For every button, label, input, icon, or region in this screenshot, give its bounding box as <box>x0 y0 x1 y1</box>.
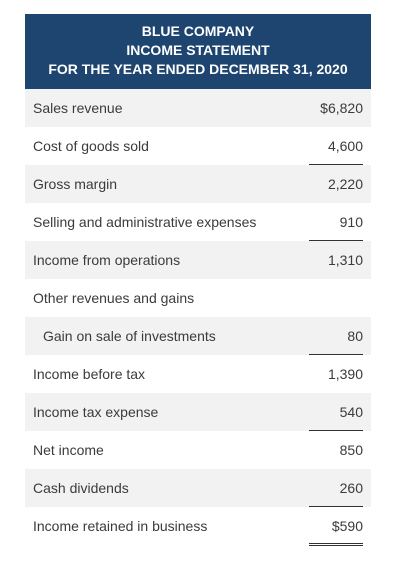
row-sales-revenue: Sales revenue $6,820 <box>25 89 371 127</box>
row-amount: 2,220 <box>327 176 363 192</box>
row-label: Net income <box>33 442 104 458</box>
row-label: Cost of goods sold <box>33 138 149 154</box>
statement-title: INCOME STATEMENT <box>126 42 270 58</box>
row-cost-of-goods-sold: Cost of goods sold 4,600 <box>25 127 371 165</box>
row-amount: 1,310 <box>327 252 363 268</box>
row-income-retained-in-business: Income retained in business $590 <box>25 507 371 546</box>
row-label: Income retained in business <box>33 518 208 534</box>
row-amount: 4,600 <box>327 138 363 154</box>
company-name: BLUE COMPANY <box>141 23 255 39</box>
row-label: Cash dividends <box>33 480 129 496</box>
row-label: Other revenues and gains <box>33 290 195 306</box>
row-amount: 850 <box>339 442 363 458</box>
row-income-from-operations: Income from operations 1,310 <box>25 241 371 279</box>
row-label: Income before tax <box>33 366 146 382</box>
row-net-income: Net income 850 <box>25 431 371 469</box>
row-amount: 1,390 <box>327 366 363 382</box>
row-income-before-tax: Income before tax 1,390 <box>25 355 371 393</box>
row-label: Selling and administrative expenses <box>33 214 257 230</box>
row-label: Income from operations <box>33 252 181 268</box>
subtotal-rule <box>309 240 363 241</box>
row-amount: 910 <box>339 214 363 230</box>
row-other-revenues-heading: Other revenues and gains <box>25 279 371 317</box>
row-label: Income tax expense <box>33 404 159 420</box>
row-label: Gross margin <box>33 176 118 192</box>
row-gain-on-sale-of-investments: Gain on sale of investments 80 <box>25 317 371 355</box>
row-income-tax-expense: Income tax expense 540 <box>25 393 371 431</box>
row-selling-admin-expenses: Selling and administrative expenses 910 <box>25 203 371 241</box>
row-amount: 260 <box>339 480 363 496</box>
income-statement: BLUE COMPANY INCOME STATEMENT FOR THE YE… <box>25 14 371 546</box>
row-amount: $590 <box>331 518 363 534</box>
row-amount: 80 <box>347 328 363 344</box>
row-label: Gain on sale of investments <box>43 328 216 344</box>
subtotal-rule <box>309 354 363 355</box>
statement-rows: Sales revenue $6,820 Cost of goods sold … <box>25 89 371 546</box>
subtotal-rule <box>309 506 363 507</box>
row-cash-dividends: Cash dividends 260 <box>25 469 371 507</box>
subtotal-rule <box>309 430 363 431</box>
subtotal-rule <box>309 164 363 165</box>
row-amount: 540 <box>339 404 363 420</box>
statement-period: FOR THE YEAR ENDED DECEMBER 31, 2020 <box>48 61 348 77</box>
row-label: Sales revenue <box>33 100 123 116</box>
row-amount: $6,820 <box>320 100 363 116</box>
total-double-rule <box>309 543 363 546</box>
row-gross-margin: Gross margin 2,220 <box>25 165 371 203</box>
statement-header: BLUE COMPANY INCOME STATEMENT FOR THE YE… <box>25 14 371 89</box>
